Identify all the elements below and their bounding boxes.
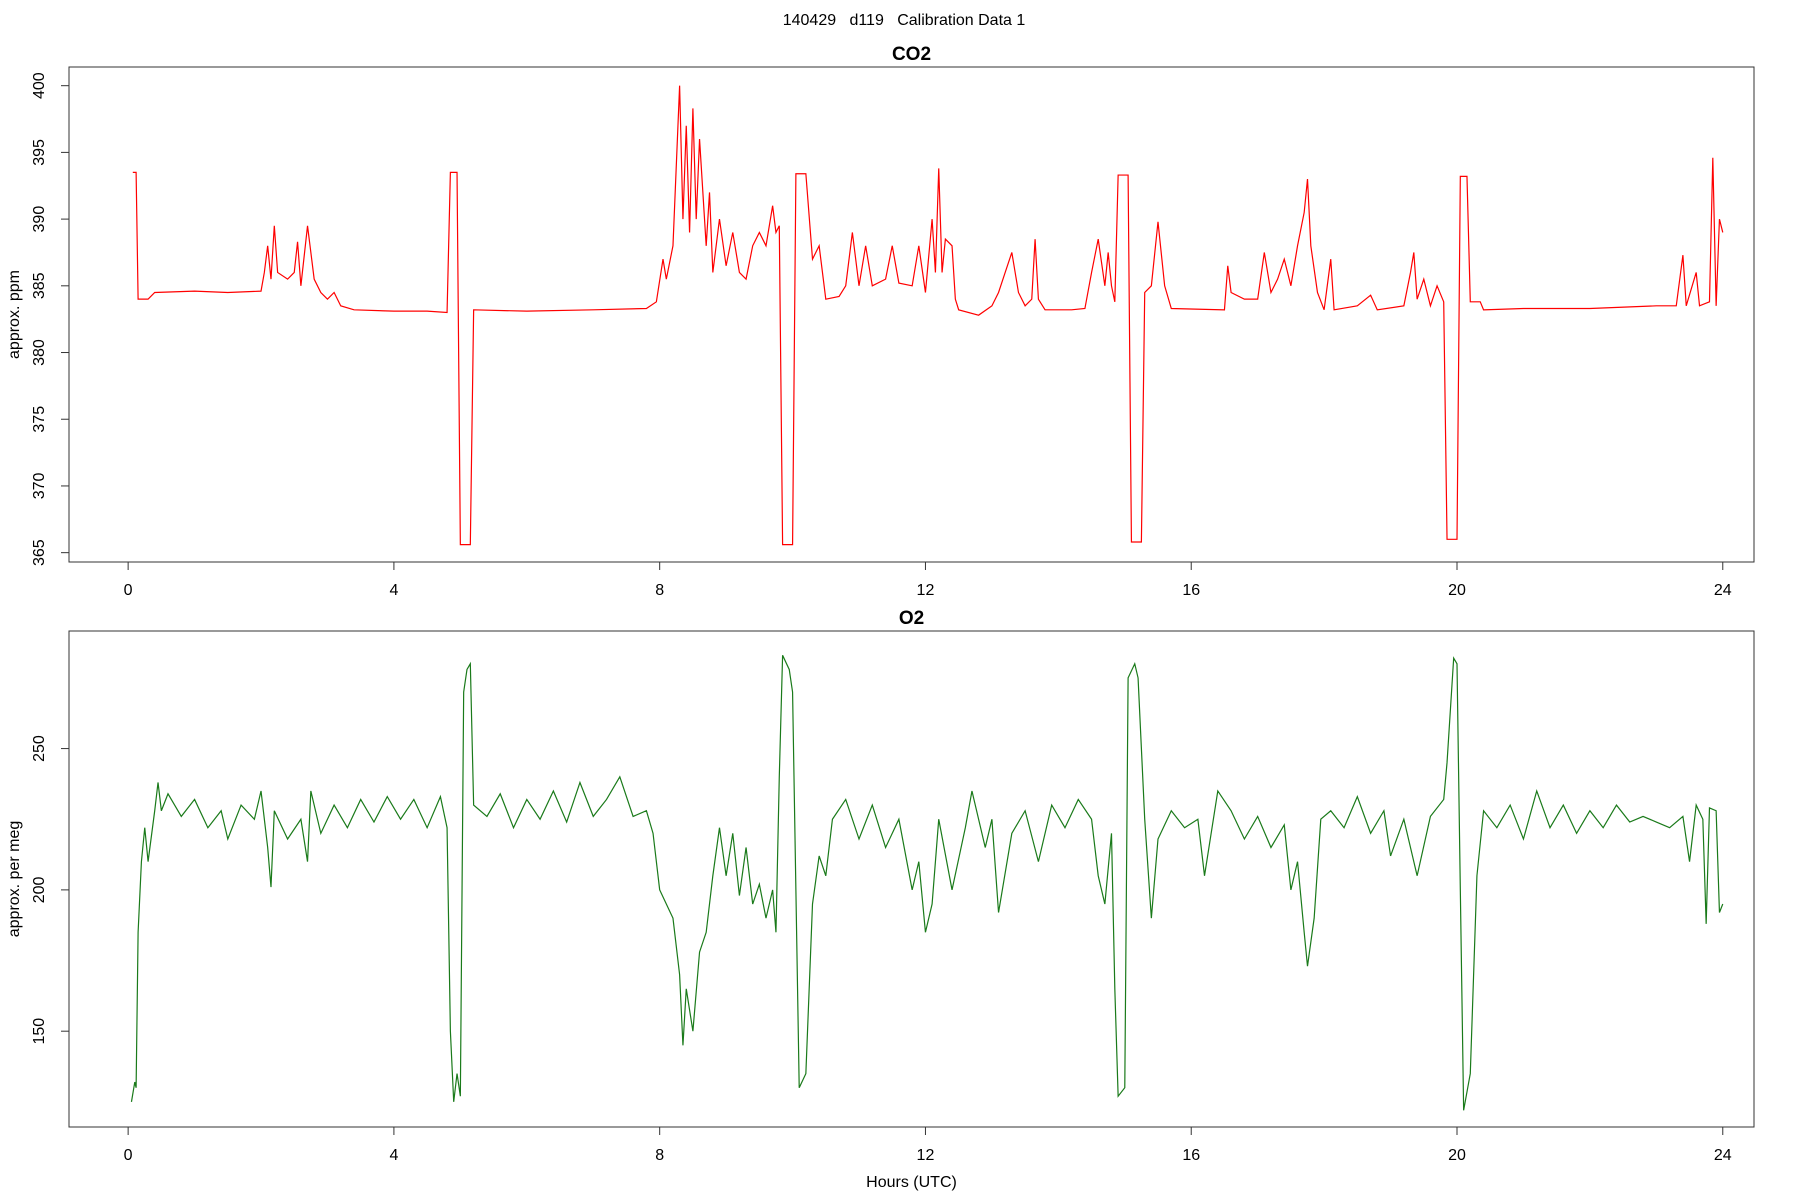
figure-title: 140429 d119 Calibration Data 1 — [783, 12, 1026, 29]
y-axis-label: approx. ppm — [6, 270, 23, 359]
x-tick-label: 12 — [917, 1147, 935, 1164]
x-tick-label: 16 — [1182, 582, 1200, 599]
y-tick-label: 395 — [31, 139, 48, 166]
x-axis-label: Hours (UTC) — [866, 1174, 957, 1191]
y-tick-label: 390 — [31, 206, 48, 233]
y-tick-label: 400 — [31, 72, 48, 99]
y-tick-label: 250 — [31, 735, 48, 762]
x-tick-label: 16 — [1182, 1147, 1200, 1164]
plot-frame — [68, 630, 1755, 1128]
x-tick-label: 4 — [389, 1147, 398, 1164]
chart-title: O2 — [899, 608, 924, 629]
x-tick-label: 4 — [389, 582, 398, 599]
data-line — [132, 85, 1724, 546]
x-tick-label: 20 — [1448, 1147, 1466, 1164]
x-tick-label: 24 — [1714, 1147, 1732, 1164]
y-tick-label: 365 — [31, 539, 48, 566]
x-tick-label: 24 — [1714, 582, 1732, 599]
x-tick-label: 12 — [917, 582, 935, 599]
y-axis-label: approx. per meg — [6, 821, 23, 938]
y-tick-label: 370 — [31, 473, 48, 500]
x-tick-label: 8 — [655, 1147, 664, 1164]
x-tick-label: 20 — [1448, 582, 1466, 599]
x-tick-label: 8 — [655, 582, 664, 599]
y-tick-label: 375 — [31, 406, 48, 433]
y-tick-label: 385 — [31, 272, 48, 299]
chart-title: CO2 — [892, 44, 931, 65]
y-tick-label: 380 — [31, 339, 48, 366]
x-tick-label: 0 — [124, 582, 133, 599]
y-tick-label: 150 — [31, 1018, 48, 1045]
plot-frame — [68, 66, 1755, 563]
y-tick-label: 200 — [31, 876, 48, 903]
data-line — [130, 655, 1724, 1111]
x-tick-label: 0 — [124, 1147, 133, 1164]
